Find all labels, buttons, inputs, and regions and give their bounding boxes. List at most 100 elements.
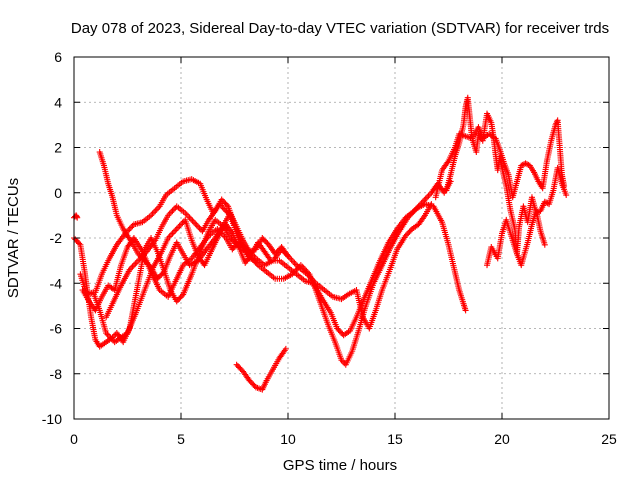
x-tick-label: 5	[177, 431, 185, 447]
data-point	[129, 263, 136, 270]
y-tick-label: 4	[54, 94, 62, 110]
data-point	[231, 243, 238, 250]
data-point	[183, 211, 190, 218]
series-arc-5	[96, 149, 291, 282]
data-point	[196, 225, 203, 232]
data-point	[192, 220, 199, 227]
data-point	[168, 231, 175, 238]
data-point	[424, 194, 431, 201]
series-arc-6	[92, 176, 259, 296]
data-point	[223, 201, 230, 208]
data-point	[146, 263, 153, 270]
data-point	[291, 259, 298, 266]
data-point	[229, 246, 236, 253]
series-arc-9	[443, 94, 570, 257]
data-point	[541, 241, 548, 248]
y-tick-label: 0	[54, 185, 62, 201]
y-tick-label: -10	[42, 411, 62, 427]
data-point	[336, 328, 343, 335]
data-point	[260, 236, 267, 243]
x-tick-label: 15	[387, 431, 403, 447]
y-tick-label: -4	[50, 275, 63, 291]
data-point	[274, 248, 281, 255]
data-point	[177, 294, 184, 301]
data-point	[462, 307, 469, 314]
data-point	[142, 258, 149, 265]
data-point	[338, 329, 345, 336]
data-point	[405, 230, 412, 237]
data-point	[153, 206, 160, 213]
data-point	[176, 295, 183, 302]
data-point	[185, 213, 192, 220]
data-point	[250, 381, 257, 388]
data-point	[289, 258, 296, 265]
data-point	[190, 219, 197, 226]
y-tick-label: -6	[50, 321, 63, 337]
data-point	[74, 214, 81, 221]
data-point	[261, 237, 268, 244]
y-tick-label: -8	[50, 366, 63, 382]
data-point	[218, 196, 225, 203]
data-point	[402, 232, 409, 239]
data-point	[135, 250, 142, 257]
data-point	[73, 237, 80, 244]
series-arc-10	[432, 117, 568, 201]
data-point	[231, 221, 238, 228]
data-point	[237, 365, 244, 372]
data-point	[158, 271, 165, 278]
x-axis-label: GPS time / hours	[283, 457, 397, 474]
series-arc-7	[103, 196, 238, 321]
data-point	[149, 210, 156, 217]
series-arc-8	[233, 345, 289, 393]
data-point	[335, 326, 342, 333]
series-arc-1	[71, 212, 81, 221]
data-point	[233, 361, 240, 368]
data-point	[561, 182, 568, 189]
data-point	[272, 250, 279, 257]
data-point	[334, 325, 341, 332]
data-point	[193, 222, 200, 229]
x-tick-label: 0	[70, 431, 78, 447]
y-tick-label: 2	[54, 140, 62, 156]
data-point	[141, 257, 148, 264]
data-point	[230, 244, 237, 251]
data-point	[157, 273, 164, 280]
data-point	[126, 225, 133, 232]
data-point	[247, 378, 254, 385]
data-point	[169, 230, 176, 237]
data-point	[172, 227, 179, 234]
data-point	[422, 195, 429, 202]
data-point	[175, 224, 182, 231]
data-point	[523, 161, 530, 168]
data-point	[219, 197, 226, 204]
data-point	[175, 296, 182, 303]
data-point	[76, 240, 83, 247]
data-point	[189, 217, 196, 224]
data-point	[130, 262, 137, 269]
data-point	[403, 231, 410, 238]
data-point	[150, 209, 157, 216]
data-point	[259, 235, 266, 241]
data-point	[234, 363, 241, 370]
data-point	[253, 260, 260, 267]
series-arc-11	[484, 207, 548, 269]
data-point	[249, 380, 256, 387]
data-point	[263, 239, 270, 246]
y-axis-label: SDTVAR / TECUs	[5, 178, 22, 298]
data-point	[169, 207, 176, 214]
data-point	[74, 239, 81, 246]
data-point	[179, 219, 186, 226]
data-series	[71, 94, 570, 393]
data-point	[233, 242, 240, 249]
data-point	[168, 209, 175, 216]
data-point	[170, 228, 177, 235]
data-point	[428, 201, 435, 208]
data-point	[72, 236, 79, 243]
data-point	[288, 256, 295, 263]
chart-title: Day 078 of 2023, Sidereal Day-to-day VTE…	[71, 20, 609, 37]
y-tick-label: 6	[54, 49, 62, 65]
data-point	[128, 224, 135, 231]
data-point	[563, 192, 570, 199]
x-tick-label: 10	[280, 431, 296, 447]
